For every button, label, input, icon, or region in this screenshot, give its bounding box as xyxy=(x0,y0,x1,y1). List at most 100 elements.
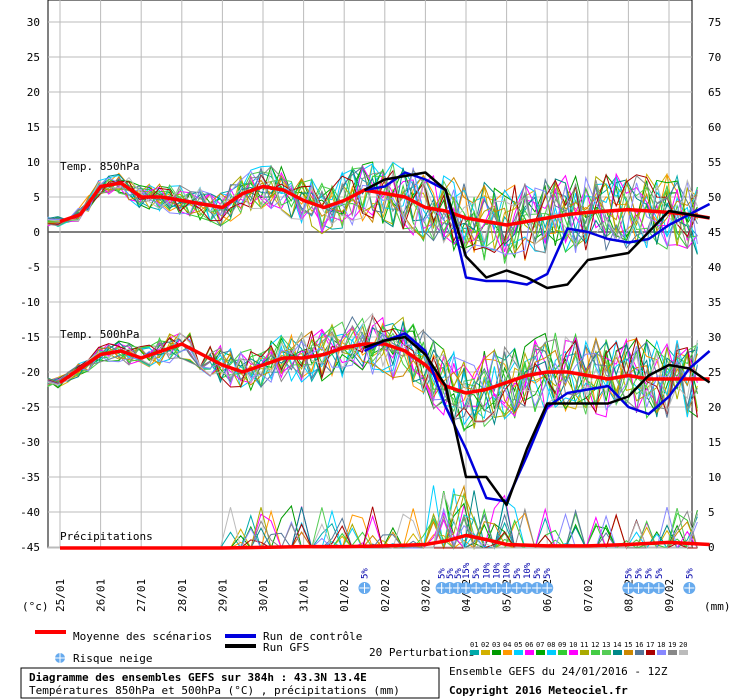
perturbation-code: 20 xyxy=(679,641,687,649)
snow-risk-pct: 10% xyxy=(492,562,502,579)
snow-risk-markers: 5% 5%5%5%15% 5% 10% 10% 10% 5% 10% 5% 5% 5% 5% 5% 5% 5… xyxy=(358,562,696,594)
y-left-tick: 30 xyxy=(27,16,40,29)
perturbation-swatch xyxy=(569,650,578,655)
snow-risk-pct: 5% xyxy=(685,568,695,579)
x-date-tick: 29/01 xyxy=(216,579,229,612)
t850-label: Temp. 850hPa xyxy=(60,160,139,173)
perturbation-code: 09 xyxy=(558,641,566,649)
perturbation-code: 04 xyxy=(503,641,511,649)
perturbation-code: 12 xyxy=(591,641,599,649)
perturbation-swatch xyxy=(492,650,501,655)
snow-risk-marker: 10% xyxy=(480,562,493,594)
snow-risk-marker: 15% xyxy=(460,562,472,594)
title-box xyxy=(20,667,440,699)
chart-grid xyxy=(47,0,693,549)
snow-risk-pct: 5% xyxy=(446,568,456,579)
y-right-tick: 70 xyxy=(708,51,721,64)
snow-risk-pct: 5% xyxy=(472,568,482,579)
y-left-tick: 15 xyxy=(27,121,40,134)
perturbation-swatch xyxy=(580,650,589,655)
perturbation-swatch xyxy=(679,650,688,655)
perturbation-swatch xyxy=(525,650,534,655)
snow-risk-marker: 5% xyxy=(642,568,655,594)
perturbation-code: 02 xyxy=(481,641,489,649)
snow-risk-marker: 5% xyxy=(632,568,645,594)
snow-risk-pct: 5% xyxy=(438,568,448,579)
legend-snow: Risque neige xyxy=(73,652,152,665)
snow-risk-marker: 5% xyxy=(541,568,554,594)
t500_mean-line xyxy=(59,342,710,395)
t850_gfs-line xyxy=(363,171,710,290)
x-date-tick: 03/02 xyxy=(419,579,432,612)
perturbation-code: 10 xyxy=(569,641,577,649)
y-right-tick: 35 xyxy=(708,296,721,309)
snow-risk-pct: 5% xyxy=(635,568,645,579)
snow-risk-pct: 10% xyxy=(503,562,513,579)
x-date-tick: 09/02 xyxy=(663,579,676,612)
perturbation-swatch xyxy=(470,650,479,655)
x-date-tick: 01/02 xyxy=(338,579,351,612)
perturbation-lines xyxy=(47,161,698,550)
y-right-tick: 50 xyxy=(708,191,721,204)
y-right-tick: 60 xyxy=(708,121,721,134)
y-left-tick: 10 xyxy=(27,156,40,169)
snow-risk-marker: 5% xyxy=(470,568,483,594)
perturbation-swatch xyxy=(646,650,655,655)
snow-risk-marker: 10% xyxy=(500,562,513,594)
perturbation-t500-line xyxy=(47,330,698,415)
perturbation-swatch xyxy=(536,650,545,655)
snow-risk-pct: 5% xyxy=(645,568,655,579)
perturbation-code-strip: 01 02 03 04 05 06 07 08 09 10 11 12 13 14 15 16 17 18 19 20 xyxy=(470,641,688,655)
y-right-unit: (mm) xyxy=(704,600,731,613)
axis-ticks: 302520151050-5-10-15-20-25-30-35-40-4575… xyxy=(20,16,721,612)
perturbation-code: 19 xyxy=(668,641,676,649)
y-left-tick: -35 xyxy=(20,471,40,484)
t500-label: Temp. 500hPa xyxy=(60,328,139,341)
y-right-tick: 30 xyxy=(708,331,721,344)
perturbation-swatch xyxy=(635,650,644,655)
perturbation-t850-line xyxy=(47,169,698,260)
snow-risk-pct: 5% xyxy=(533,568,543,579)
y-left-tick: 0 xyxy=(33,226,40,239)
y-left-tick: -5 xyxy=(27,261,40,274)
y-right-tick: 45 xyxy=(708,226,721,239)
perturbation-swatch xyxy=(558,650,567,655)
perturbation-code: 15 xyxy=(624,641,632,649)
t850_control-line xyxy=(364,171,711,286)
y-right-tick: 55 xyxy=(708,156,721,169)
y-right-tick: 25 xyxy=(708,366,721,379)
x-date-tick: 30/01 xyxy=(257,579,270,612)
perturbation-code: 08 xyxy=(547,641,555,649)
perturbation-code: 18 xyxy=(657,641,665,649)
y-right-tick: 15 xyxy=(708,436,721,449)
snow-risk-pct: 5% xyxy=(543,568,553,579)
snow-risk-pct: 10% xyxy=(523,562,533,579)
perturbation-swatch xyxy=(503,650,512,655)
perturbation-t500-line xyxy=(47,332,698,411)
snow-risk-marker: 5% xyxy=(531,568,544,594)
y-left-tick: -10 xyxy=(20,296,40,309)
y-right-tick: 5 xyxy=(708,506,715,519)
perturbation-code: 06 xyxy=(525,641,533,649)
y-left-unit: (°c) xyxy=(22,600,49,613)
precip_mean-line xyxy=(60,533,710,550)
snow-risk-pct: 5% xyxy=(655,568,665,579)
legend: Moyenne des scénarios Run de contrôle Ru… xyxy=(35,630,688,665)
perturbation-code: 01 xyxy=(470,641,478,649)
y-left-tick: -45 xyxy=(20,541,40,554)
y-right-tick: 10 xyxy=(708,471,721,484)
y-left-tick: -25 xyxy=(20,401,40,414)
perturbation-code: 07 xyxy=(536,641,544,649)
snow-risk-pct: 10% xyxy=(482,562,492,579)
y-left-tick: 20 xyxy=(27,86,40,99)
y-right-tick: 65 xyxy=(708,86,721,99)
perturbation-t850-line xyxy=(47,166,698,252)
t850_mean-line xyxy=(59,181,710,227)
snow-risk-marker: 10% xyxy=(520,562,533,594)
y-left-tick: -40 xyxy=(20,506,40,519)
snow-risk-pct: 5% xyxy=(454,568,464,579)
y-right-tick: 0 xyxy=(708,541,715,554)
perturbation-swatch xyxy=(514,650,523,655)
snow-risk-marker: 5% xyxy=(510,568,523,594)
